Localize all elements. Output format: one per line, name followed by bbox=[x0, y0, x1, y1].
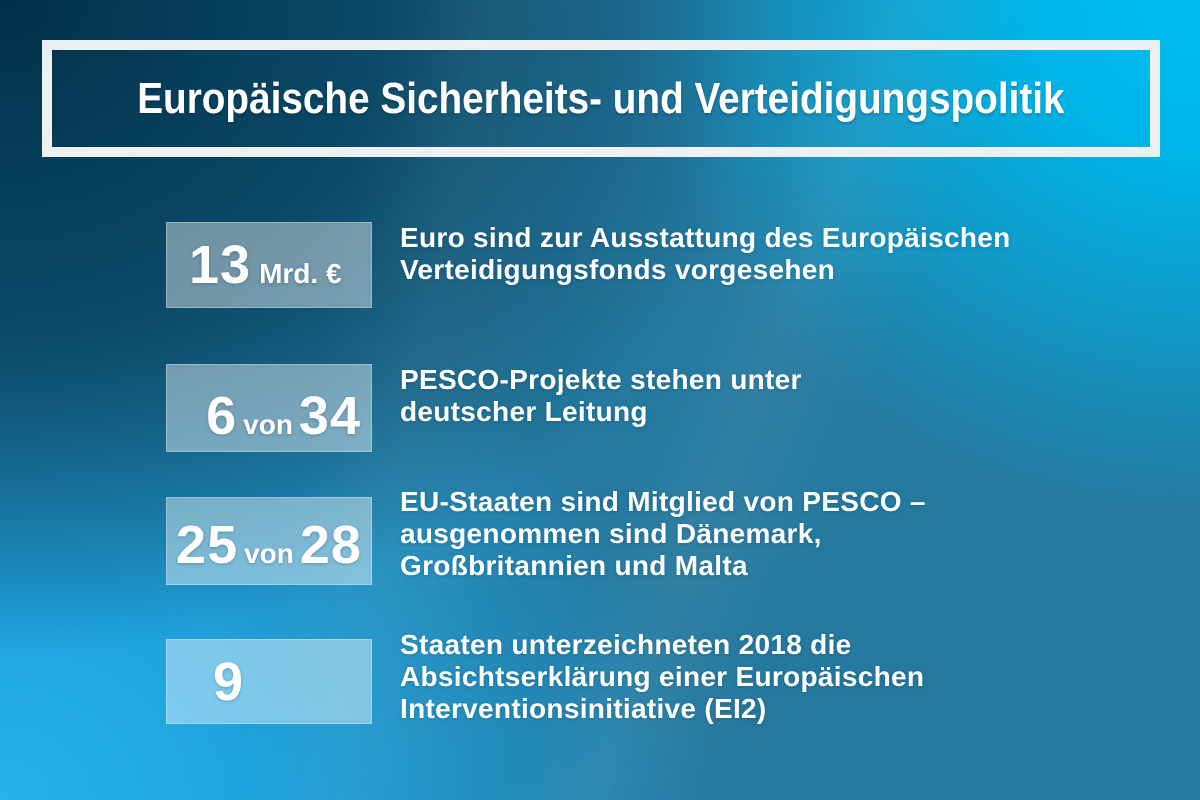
stat-description-pesco-projects: PESCO-Projekte stehen unter deutscher Le… bbox=[400, 364, 1120, 428]
stat-description-pesco-members: EU-Staaten sind Mitglied von PESCO – aus… bbox=[400, 486, 1120, 582]
stat-box-defence-fund: 13 Mrd. € bbox=[166, 222, 372, 308]
stat-description-ei2-states: Staaten unterzeichneten 2018 die Absicht… bbox=[400, 629, 1120, 725]
stat-description-defence-fund: Euro sind zur Ausstattung des Europäisch… bbox=[400, 222, 1120, 286]
stat-box-pesco-projects: 6 von 34 bbox=[166, 364, 372, 452]
stat-description-line: Staaten unterzeichneten 2018 die bbox=[400, 629, 852, 660]
title-frame: Europäische Sicherheits- und Verteidigun… bbox=[42, 40, 1160, 157]
stat-value-total: 34 bbox=[298, 386, 361, 446]
stat-value-total: 28 bbox=[299, 515, 362, 575]
stat-description-line: deutscher Leitung bbox=[400, 396, 648, 427]
stat-value-line: 6 von 34 bbox=[206, 389, 361, 443]
stat-value-line: 25 von 28 bbox=[176, 518, 362, 572]
stat-description-line: Interventionsinitiative (EI2) bbox=[400, 693, 767, 724]
stat-description-line: Euro sind zur Ausstattung des Europäisch… bbox=[400, 222, 1011, 253]
stat-description-line: Verteidigungsfonds vorgesehen bbox=[400, 254, 836, 285]
stat-value: 25 bbox=[176, 515, 239, 575]
stat-value-connector: von bbox=[244, 538, 294, 569]
stat-value: 13 bbox=[189, 235, 252, 295]
stat-value-line: 13 Mrd. € bbox=[189, 238, 342, 292]
stat-value-line: 9 bbox=[213, 655, 244, 709]
stat-description-line: ausgenommen sind Dänemark, bbox=[400, 518, 822, 549]
stat-description-line: Großbritannien und Malta bbox=[400, 550, 748, 581]
stat-value-connector: von bbox=[243, 409, 293, 440]
stat-box-ei2-states: 9 bbox=[166, 639, 372, 724]
stat-description-line: EU-Staaten sind Mitglied von PESCO – bbox=[400, 486, 926, 517]
stat-description-line: Absichtserklärung einer Europäischen bbox=[400, 661, 925, 692]
stat-value: 9 bbox=[213, 651, 245, 712]
page-title: Europäische Sicherheits- und Verteidigun… bbox=[137, 73, 1065, 123]
stat-value: 6 bbox=[206, 386, 238, 446]
stat-description-line: PESCO-Projekte stehen unter bbox=[400, 364, 802, 395]
stat-box-pesco-members: 25 von 28 bbox=[166, 497, 372, 585]
stat-value-unit: Mrd. € bbox=[259, 258, 342, 289]
